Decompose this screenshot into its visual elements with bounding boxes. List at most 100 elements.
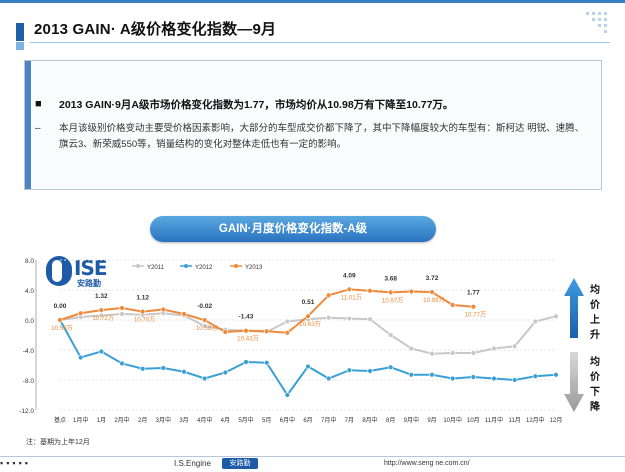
- data-point: [346, 286, 353, 293]
- data-value-label: 4.09: [343, 272, 356, 279]
- x-tick-label: 12月: [550, 417, 563, 424]
- x-tick-label: 1月中: [73, 416, 88, 424]
- data-point: [119, 360, 125, 367]
- ise-logo-mark-icon: [46, 256, 72, 286]
- data-point: [57, 317, 63, 323]
- legend-marker: [184, 264, 188, 268]
- data-value-label: 3.72: [426, 275, 439, 282]
- price-label: 10.77万: [464, 312, 486, 319]
- data-point: [325, 315, 332, 321]
- data-point: [119, 305, 125, 311]
- price-label: 10.98万: [423, 297, 445, 304]
- x-tick-label: 4月中: [197, 416, 212, 424]
- data-value-label: 0.00: [54, 303, 67, 310]
- data-point: [160, 365, 167, 371]
- data-point: [553, 313, 559, 319]
- data-value-label: 1.77: [467, 290, 480, 297]
- corner-dots-decoration: [586, 12, 607, 33]
- data-point: [139, 366, 146, 372]
- summary-headline: 2013 GAIN·9月A级市场价格变化指数为1.77，市场均价从10.98万有…: [59, 99, 454, 111]
- price-label: 10.72万: [92, 315, 114, 322]
- x-tick-label: 8月中: [362, 416, 377, 424]
- data-point: [119, 311, 125, 317]
- data-point: [470, 374, 477, 380]
- data-point: [387, 364, 394, 370]
- data-point: [98, 312, 105, 319]
- ise-logo-subtitle: 安路勤: [77, 279, 101, 288]
- y-tick-label: 4.0: [25, 288, 34, 295]
- data-value-label: 1.32: [95, 293, 108, 300]
- down-arrow-icon: [564, 352, 584, 412]
- price-label: 10.70万: [134, 317, 156, 324]
- x-tick-label: 2月: [138, 417, 147, 424]
- data-point: [346, 367, 353, 373]
- data-value-label: 3.68: [384, 275, 397, 282]
- data-point: [139, 308, 146, 315]
- series-line-y2012: [59, 319, 557, 397]
- data-point: [408, 288, 415, 295]
- data-point: [284, 392, 291, 398]
- x-tick-label: 6月: [303, 417, 312, 424]
- data-point: [429, 289, 435, 295]
- data-point: [77, 354, 84, 361]
- footer-rule: [0, 456, 625, 457]
- data-point: [511, 343, 518, 349]
- x-tick-label: 7月中: [321, 416, 336, 424]
- footer-url: http://www.seng ne.com.cn/: [384, 460, 470, 467]
- data-point: [491, 345, 497, 352]
- data-point: [77, 310, 84, 316]
- data-point: [449, 302, 456, 308]
- data-point: [263, 360, 270, 366]
- data-point: [408, 372, 415, 378]
- data-point: [243, 359, 249, 365]
- x-tick-label: 基点: [54, 416, 66, 424]
- x-tick-label: 10月中: [443, 416, 462, 424]
- legend-label: Y2011: [147, 265, 165, 271]
- legend-marker: [136, 264, 140, 268]
- data-point: [160, 306, 167, 313]
- x-tick-label: 11月: [509, 417, 521, 424]
- x-tick-label: 3月中: [156, 416, 171, 424]
- data-point: [325, 375, 332, 382]
- footer-brand-badge: 安路勤: [222, 458, 258, 469]
- x-tick-label: 4月: [221, 417, 230, 424]
- data-point: [367, 288, 373, 294]
- data-point: [429, 351, 435, 357]
- trend-arrows: [564, 278, 584, 412]
- x-tick-label: 2月中: [114, 416, 129, 424]
- data-point: [222, 369, 229, 376]
- data-point: [98, 307, 105, 313]
- x-tick-label: 10月: [467, 417, 480, 424]
- price-label: 10.43万: [237, 336, 259, 343]
- page-title: 2013 GAIN· A级价格变化指数—9月: [34, 21, 277, 38]
- data-point: [284, 330, 291, 336]
- price-label: 10.58万: [196, 325, 218, 332]
- data-point: [284, 318, 291, 325]
- data-point: [491, 375, 497, 382]
- data-value-label: 1.12: [136, 295, 149, 302]
- data-point: [449, 350, 456, 356]
- data-point: [470, 304, 477, 310]
- y-tick-label: -12.0: [19, 408, 34, 415]
- price-down-label: 均价下降: [590, 357, 600, 413]
- x-tick-label: 12月中: [526, 416, 545, 424]
- summary-box: ■ 2013 GAIN·9月A级市场价格变化指数为1.77，市场均价从10.98…: [24, 60, 602, 190]
- data-point: [181, 369, 187, 375]
- data-point: [181, 311, 187, 317]
- data-point: [222, 329, 229, 335]
- x-tick-label: 9月: [427, 417, 436, 424]
- legend-label: Y2012: [195, 265, 213, 271]
- data-point: [429, 372, 435, 378]
- x-tick-label: 9月中: [404, 416, 419, 424]
- data-point: [367, 316, 373, 322]
- price-label: 10.63万: [299, 321, 321, 328]
- up-arrow-icon: [564, 278, 584, 338]
- title-accent-square: [16, 42, 24, 50]
- data-point: [408, 345, 415, 352]
- data-point: [346, 315, 353, 322]
- legend-marker: [234, 264, 238, 268]
- footer-brand: I.S.Engine: [174, 459, 211, 468]
- data-point: [367, 368, 373, 374]
- data-point: [449, 375, 456, 382]
- data-point: [325, 292, 332, 298]
